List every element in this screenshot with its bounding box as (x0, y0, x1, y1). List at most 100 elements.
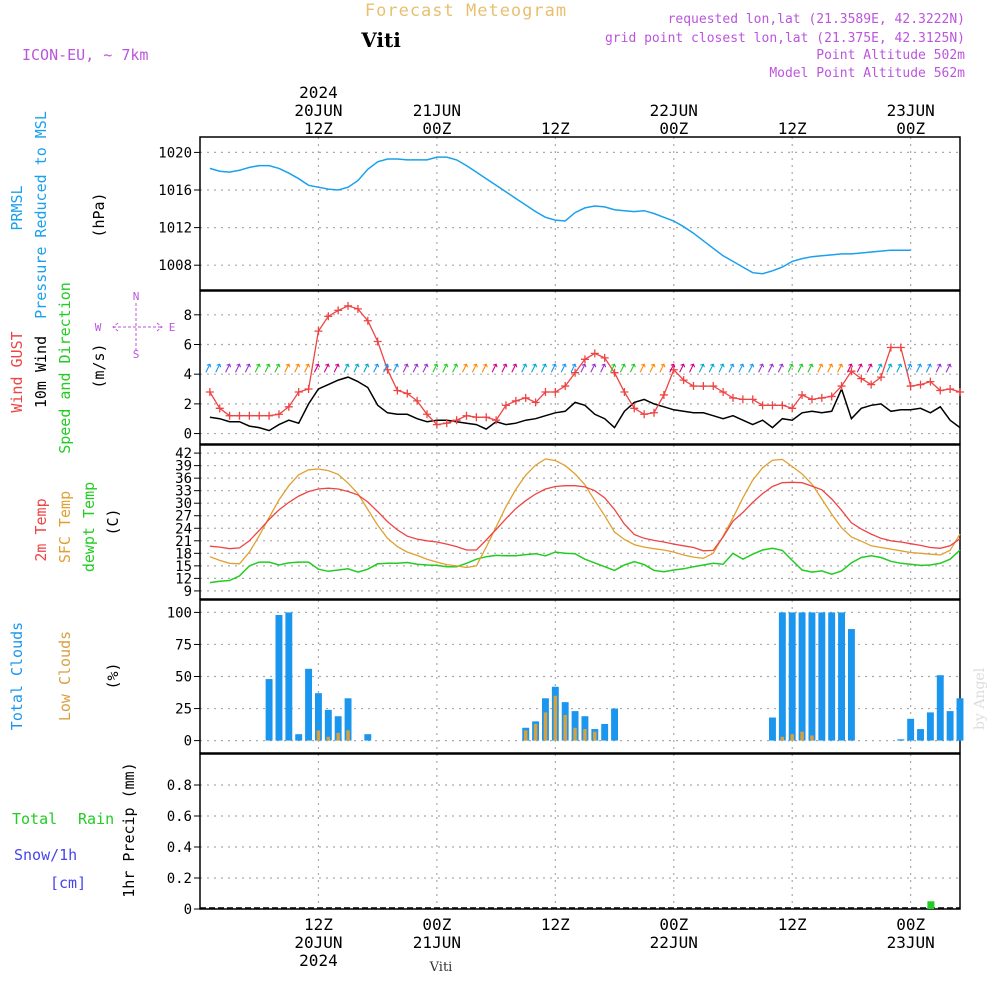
gust-marker (807, 395, 816, 404)
total-cloud-bar (818, 612, 826, 741)
gust-marker (284, 402, 293, 411)
low-cloud-bar (573, 727, 577, 741)
wind-direction-arrow (462, 363, 469, 373)
time-label-bottom: 00Z (422, 915, 451, 934)
wind-label-unit: (m/s) (90, 343, 108, 388)
compass-n: N (133, 290, 140, 303)
precip-label-total: Total (12, 810, 57, 828)
wind-direction-arrow (846, 363, 853, 373)
wind-direction-arrow (383, 363, 390, 373)
ytick-label: 8 (184, 308, 192, 324)
gust-marker (274, 410, 283, 419)
total-cloud-bar (334, 716, 342, 741)
cloud-label-low: Low Clouds (56, 631, 74, 721)
gust-marker (778, 401, 787, 410)
total-cloud-bar (798, 612, 806, 741)
wind-label-dir: Speed and Direction (56, 282, 74, 454)
model-label: ICON-EU, ~ 7km (22, 46, 148, 64)
grid-point-coords: grid point closest lon,lat (21.375E, 42.… (605, 31, 965, 46)
model-altitude: Model Point Altitude 562m (769, 66, 965, 81)
wind-direction-arrow (521, 363, 528, 373)
gust-marker (571, 368, 580, 377)
gust-marker (847, 367, 856, 376)
gust-marker (758, 401, 767, 410)
wind-direction-arrow (304, 363, 311, 373)
gust-marker (561, 382, 570, 391)
pressure-line (209, 156, 911, 275)
wind-direction-arrow (817, 363, 824, 373)
gust-marker (620, 387, 629, 396)
cloud-label-unit: (%) (104, 662, 122, 689)
wind-direction-arrow (945, 363, 952, 373)
low-cloud-bar (810, 735, 814, 741)
gust-marker (314, 327, 323, 336)
time-label-bottom: 22JUN (650, 933, 698, 952)
panel-pressure: 1008 1012 1016 1020 (158, 136, 961, 291)
time-label-top: 21JUN (413, 101, 461, 120)
total-cloud-bar (611, 708, 618, 741)
gust-marker (225, 411, 234, 420)
gust-marker (511, 396, 520, 405)
gust-marker (324, 312, 333, 321)
panel-frame (199, 136, 961, 291)
ytick-label: 12 (175, 571, 192, 587)
ytick-label: 4 (184, 367, 192, 383)
wind-direction-arrow (225, 363, 232, 373)
low-cloud-bar (533, 723, 538, 741)
ytick-label: 0.4 (167, 840, 192, 856)
wind-direction-arrow (540, 363, 547, 373)
low-cloud-bar (336, 732, 340, 741)
total-cloud-bar (847, 629, 855, 741)
time-label-top: 00Z (659, 119, 688, 138)
time-label-bottom: 12Z (541, 915, 570, 934)
total-cloud-bar (295, 734, 303, 741)
wind-direction-arrow (777, 363, 784, 373)
wind-direction-arrow (837, 363, 844, 373)
total-cloud-bar (581, 716, 589, 741)
ytick-label: 0.2 (167, 871, 192, 887)
pressure-label-msl: Pressure Reduced to MSL (32, 111, 50, 319)
ytick-label: 0 (184, 902, 192, 918)
gust-marker (896, 343, 905, 352)
wind-direction-arrow (619, 363, 626, 373)
time-label-top: 2024 (299, 83, 338, 102)
gust-marker (926, 377, 935, 386)
wind-direction-arrow (254, 363, 261, 373)
total-cloud-bar (778, 612, 786, 741)
gust-marker (600, 353, 609, 362)
ytick-label: 30 (175, 496, 192, 512)
pressure-label-unit: (hPa) (90, 192, 108, 237)
gust-marker (867, 380, 876, 389)
wind-direction-arrow (491, 363, 498, 373)
low-cloud-bar (523, 730, 528, 741)
wind-direction-arrow (906, 363, 913, 373)
gust-marker (709, 382, 718, 391)
ytick-label: 24 (175, 521, 192, 537)
wind-direction-arrow (422, 363, 429, 373)
wind-direction-arrow (234, 363, 242, 373)
time-label-top: 12Z (778, 119, 807, 138)
wind-direction-arrow (728, 363, 735, 373)
gust-marker (363, 316, 372, 325)
ytick-label: 0 (184, 427, 192, 443)
gust-marker (768, 401, 777, 410)
wind-direction-arrow (807, 363, 814, 373)
low-cloud-bar (346, 730, 350, 741)
panel-precip: 0 0.2 0.4 0.6 0.8 (167, 753, 961, 918)
gust-marker (640, 410, 649, 419)
pressure-label-prmsl: PRMSL (8, 185, 26, 230)
wind-direction-arrow (935, 363, 942, 373)
low-cloud-bar (316, 730, 321, 741)
gust-marker (916, 380, 925, 389)
gust-marker (956, 387, 964, 396)
wind-direction-arrow (649, 363, 656, 373)
gust-marker (689, 382, 698, 391)
gust-marker (886, 343, 895, 352)
gust-marker (719, 387, 728, 396)
ytick-label: 25 (175, 702, 192, 718)
point-altitude: Point Altitude 502m (816, 48, 965, 63)
wind-direction-arrow (392, 363, 399, 373)
wind-direction-arrow (718, 363, 725, 373)
